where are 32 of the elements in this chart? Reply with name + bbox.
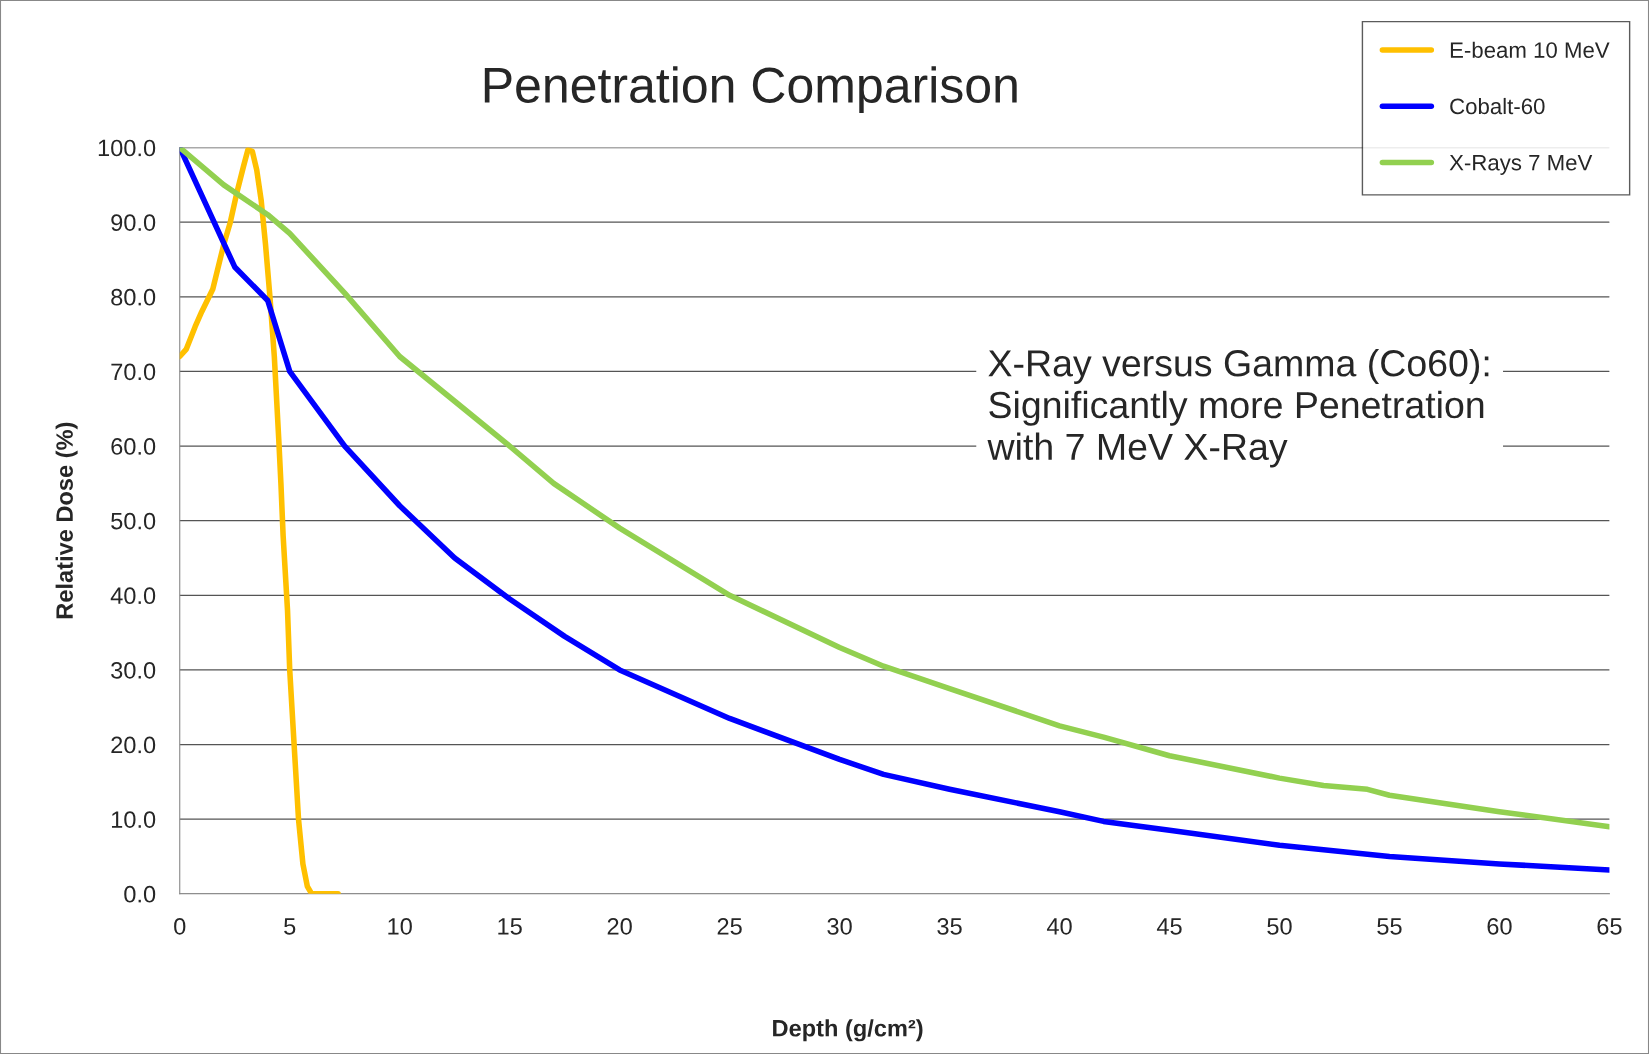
chart-title: Penetration Comparison	[484, 66, 1017, 113]
y-tick-label: 90.0	[111, 214, 156, 231]
x-tick-label: 25	[717, 918, 742, 935]
y-tick-label: 30.0	[111, 661, 156, 679]
y-tick-label: 10.0	[111, 811, 156, 828]
y-tick-label: 40.0	[110, 587, 156, 605]
legend-label: X-Rays 7 MeV	[1449, 155, 1593, 175]
legend-label: E-beam 10 MeV	[1450, 41, 1610, 58]
x-tick-label: 55	[1377, 918, 1402, 935]
x-tick-label: 5	[284, 918, 296, 935]
x-tick-label: 45	[1156, 918, 1182, 935]
x-tick-label: 35	[937, 918, 962, 935]
x-axis-title: Depth (g/cm²)	[773, 1019, 923, 1042]
x-tick-label: 40	[1046, 918, 1072, 935]
x-tick-label: 65	[1597, 918, 1622, 935]
legend-label: Cobalt-60	[1450, 97, 1545, 115]
annotation: X-Ray versus Gamma (Co60): Significantly more Penetration with 7 MeV X-Ray	[987, 349, 1489, 468]
x-tick-label: 15	[498, 918, 522, 935]
y-tick-label: 0.0	[124, 885, 156, 903]
y-tick-label: 80.0	[111, 288, 156, 306]
y-tick-label: 60.0	[111, 438, 156, 455]
x-tick-label: 10	[388, 918, 412, 935]
x-tick-label: 30	[827, 918, 852, 935]
y-tick-label: 20.0	[111, 736, 156, 754]
x-tick-label: 60	[1487, 918, 1512, 935]
y-tick-label: 50.0	[111, 512, 156, 530]
x-tick-label: 20	[607, 918, 632, 935]
x-tick-label: 50	[1267, 918, 1292, 935]
y-tick-label: 100.0	[98, 139, 156, 157]
y-tick-label: 70.0	[111, 363, 156, 381]
y-axis-title: Relative Dose (%)	[55, 422, 78, 619]
x-tick-label: 0	[174, 918, 186, 935]
